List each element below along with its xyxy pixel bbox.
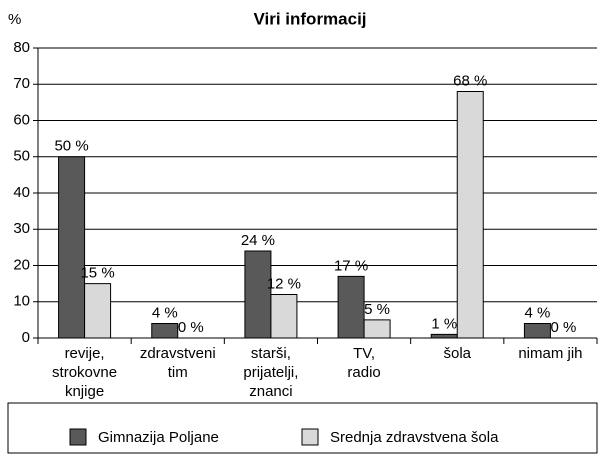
- value-label: 1 %: [431, 315, 457, 332]
- y-tick-label: 0: [22, 329, 30, 346]
- legend-swatch: [69, 428, 87, 446]
- bar: [84, 283, 112, 339]
- bar: [337, 275, 365, 339]
- y-tick-label: 70: [13, 75, 30, 92]
- bar: [244, 250, 272, 339]
- y-tick-label: 40: [13, 184, 30, 201]
- bar: [456, 91, 484, 339]
- y-tick-label: 60: [13, 111, 30, 128]
- value-label: 50 %: [54, 138, 88, 155]
- bar: [151, 323, 179, 339]
- value-label: 0 %: [550, 319, 576, 336]
- y-tick-label: 10: [13, 293, 30, 310]
- bar: [58, 156, 86, 339]
- y-tick-label: 80: [13, 39, 30, 56]
- x-tick-label: TV, radio: [347, 345, 380, 381]
- value-label: 12 %: [267, 275, 301, 292]
- bar: [363, 319, 391, 339]
- y-tick-label: 50: [13, 148, 30, 165]
- value-label: 0 %: [178, 319, 204, 336]
- bar: [430, 333, 458, 339]
- y-tick-label: 20: [13, 256, 30, 273]
- x-tick-label: revije, strokovne knjige: [52, 345, 117, 400]
- chart-title: Viri informacij: [253, 9, 366, 28]
- value-label: 17 %: [334, 257, 368, 274]
- value-label: 15 %: [80, 265, 114, 282]
- x-tick-label: šola: [443, 345, 471, 362]
- value-label: 4 %: [524, 304, 550, 321]
- y-axis-label: %: [8, 11, 21, 28]
- y-tick-label: 30: [13, 220, 30, 237]
- bar: [270, 294, 298, 339]
- legend-swatch: [301, 428, 319, 446]
- legend-label: Gimnazija Poljane: [98, 429, 219, 446]
- legend-label: Srednja zdravstvena šola: [330, 429, 499, 446]
- bar: [523, 323, 551, 339]
- x-tick-label: nimam jih: [518, 345, 582, 362]
- x-tick-label: starši, prijatelji, znanci: [243, 345, 298, 400]
- value-label: 68 %: [453, 72, 487, 89]
- x-tick-label: zdravstveni tim: [140, 345, 216, 381]
- value-label: 4 %: [152, 304, 178, 321]
- value-label: 24 %: [241, 232, 275, 249]
- legend-box: [7, 402, 598, 454]
- value-label: 5 %: [364, 301, 390, 318]
